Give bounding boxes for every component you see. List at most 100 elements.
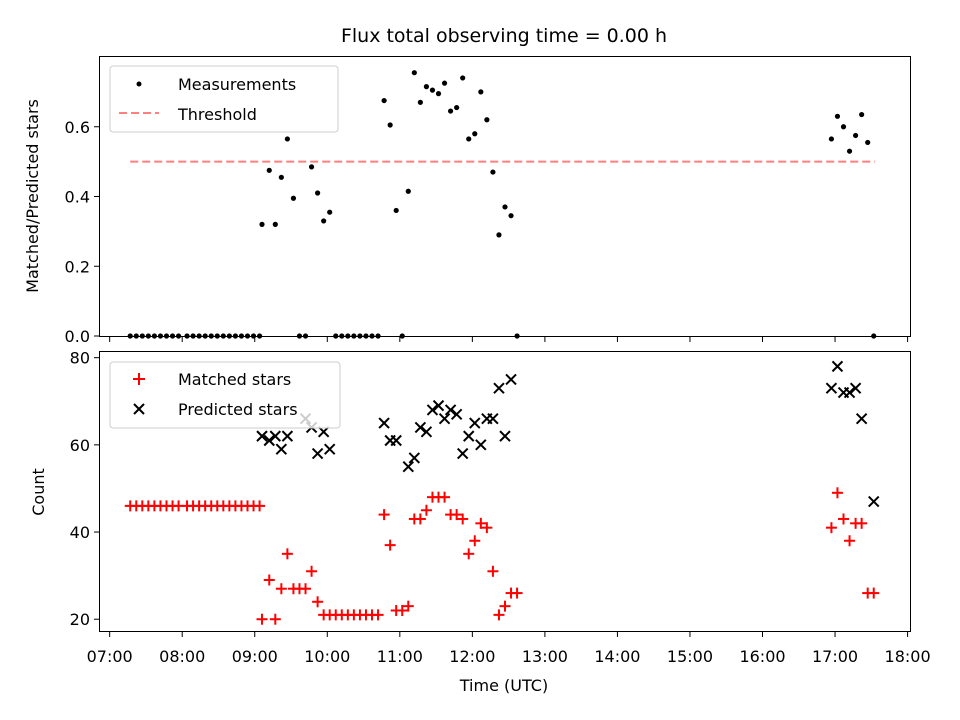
bottom-y-tick-label: 60	[70, 436, 90, 455]
bottom-x-tick-label: 16:00	[739, 647, 785, 666]
predicted-stars-point	[825, 382, 838, 394]
matched-stars-point	[372, 609, 384, 621]
predicted-stars-point	[438, 412, 451, 425]
predicted-stars-point	[432, 399, 445, 412]
measurement-point	[435, 91, 442, 97]
predicted-stars-point	[463, 430, 475, 442]
top-y-ticks: 0.0 0.2 0.4 0.6	[65, 118, 100, 346]
measurement-point	[460, 75, 466, 81]
bottom-x-tick-label: 13:00	[522, 647, 568, 666]
measurement-point	[865, 139, 871, 146]
predicted-stars-point	[414, 421, 427, 434]
measurement-point	[381, 97, 387, 104]
predicted-stars-point	[378, 417, 390, 429]
top-y-tick-label: 0.6	[65, 118, 90, 137]
matched-stars-point	[511, 587, 523, 599]
predicted-stars-point	[868, 495, 880, 508]
measurement-point	[429, 87, 436, 93]
predicted-stars-point	[390, 434, 402, 447]
matched-stars-point	[475, 517, 487, 529]
matched-stars-point	[457, 513, 469, 525]
measurement-point	[327, 209, 333, 215]
measurement-point	[272, 221, 278, 227]
predicted-stars-point	[843, 386, 856, 399]
bottom-x-tick-label: 10:00	[304, 647, 350, 666]
bottom-legend-box	[109, 361, 341, 429]
matched-stars-point	[838, 513, 850, 525]
matched-stars-point	[499, 600, 511, 612]
measurement-point	[834, 113, 841, 119]
matched-stars-point	[868, 587, 880, 599]
matched-stars-point	[281, 548, 293, 560]
matched-stars-point	[384, 539, 396, 551]
measurement-point	[502, 204, 508, 210]
bottom-y-axis-label: Count	[29, 468, 48, 516]
matched-stars-point	[856, 517, 868, 529]
measurement-point	[321, 218, 327, 224]
top-y-tick-label: 0.2	[65, 257, 90, 276]
bottom-x-tick-label: 15:00	[667, 647, 713, 666]
measurement-point	[508, 213, 514, 219]
predicted-stars-point	[450, 408, 463, 421]
bottom-x-tick-label: 09:00	[232, 647, 278, 666]
bottom-y-tick-label: 80	[70, 349, 90, 368]
measurement-point	[405, 188, 411, 194]
measurement-point	[490, 169, 496, 175]
predicted-stars-point	[420, 426, 433, 438]
measurement-point	[315, 190, 321, 196]
predicted-stars-point	[256, 430, 268, 442]
predicted-stars-point	[402, 460, 414, 473]
top-panel: 0.0 0.2 0.4 0.6 Matched/Predicted stars Mea…	[23, 56, 911, 346]
predicted-stars-point	[855, 412, 868, 425]
measurement-point	[496, 232, 502, 238]
predicted-stars-point	[469, 417, 481, 429]
predicted-stars-point	[323, 443, 336, 455]
chart-title: Flux total observing time = 0.00 h	[341, 25, 667, 47]
matched-stars-point	[269, 613, 281, 625]
legend-matched-label: Matched stars	[178, 370, 291, 389]
bottom-x-tick-label: 14:00	[594, 647, 640, 666]
measurement-point	[411, 70, 417, 76]
matched-stars-point	[493, 609, 505, 621]
top-y-tick-label: 0.0	[65, 327, 90, 346]
measurement-point	[393, 207, 399, 214]
predicted-stars-point	[444, 404, 457, 416]
x-axis-label: Time (UTC)	[459, 676, 548, 695]
matched-stars-point	[451, 509, 463, 521]
matched-stars-point	[300, 583, 312, 595]
measurement-point	[423, 84, 430, 90]
matched-stars-point	[396, 605, 408, 617]
matched-stars-point	[463, 548, 475, 560]
predicted-stars-point	[263, 434, 275, 447]
measurement-point	[466, 136, 472, 142]
measurement-point	[308, 164, 315, 170]
bottom-y-tick-label: 40	[70, 523, 90, 542]
bottom-x-tick-label: 12:00	[449, 647, 495, 666]
predicted-stars-point	[831, 360, 844, 373]
bottom-x-tick-label: 11:00	[377, 647, 423, 666]
predicted-stars-point	[493, 382, 505, 394]
matched-stars-point	[256, 613, 268, 625]
matched-stars-point	[831, 487, 843, 499]
matched-stars-point	[414, 513, 426, 525]
measurement-point	[472, 131, 478, 137]
matched-stars-point	[263, 574, 275, 586]
matched-stars-point	[254, 500, 266, 512]
matched-stars-point	[469, 535, 481, 547]
bottom-x-ticks: 07:00 08:00 09:00 10:00 11:00 12:00 13:00 14:00…	[87, 631, 931, 666]
measurement-point	[828, 136, 835, 142]
matched-stars-point	[825, 522, 837, 534]
predicted-stars-point	[487, 412, 499, 425]
bottom-y-ticks: 20 40 60 80	[70, 349, 100, 629]
measurement-point	[454, 104, 460, 111]
matched-stars-point	[312, 596, 324, 608]
measurement-point	[846, 148, 853, 154]
top-x-ticks	[109, 336, 909, 342]
top-y-axis-label: Matched/Predicted stars	[23, 99, 42, 293]
top-legend-box	[109, 65, 339, 133]
predicted-stars-point	[408, 452, 421, 464]
predicted-stars-point	[499, 430, 511, 442]
measurement-point	[484, 117, 490, 123]
bottom-plot-area	[124, 360, 880, 625]
